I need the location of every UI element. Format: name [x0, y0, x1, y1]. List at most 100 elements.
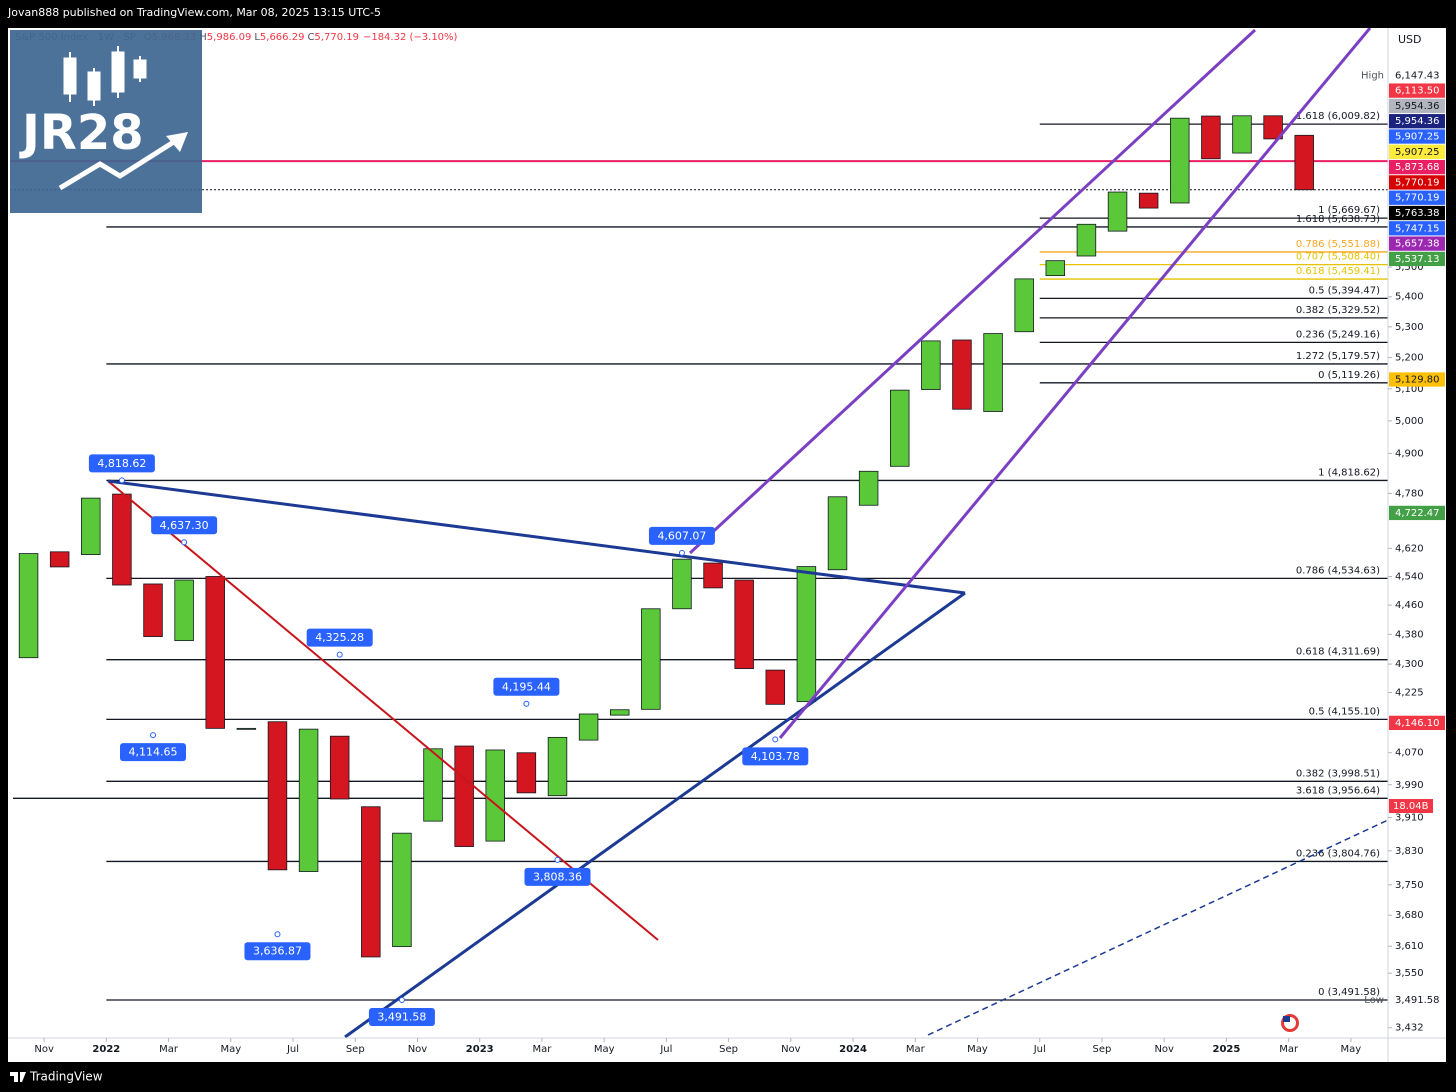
- channel-line: [688, 28, 1257, 555]
- x-tick-label: May: [594, 1044, 615, 1055]
- x-tick-label: Jul: [286, 1044, 299, 1055]
- candle-body: [890, 389, 910, 467]
- price-badge-label: 5,763.38: [1395, 208, 1440, 219]
- currency: USD: [1398, 33, 1422, 46]
- price-badge: [1389, 190, 1445, 205]
- candle-body: [1263, 115, 1283, 140]
- candle-body: [734, 579, 754, 669]
- y-tick-label: 3,432: [1395, 1023, 1424, 1034]
- fib-label: 0.382 (3,998.51): [1296, 768, 1380, 779]
- x-tick-label: Sep: [346, 1044, 365, 1055]
- price-labels: High 6,147.43 6,113.50 5,954.36 5,954.36 5,90…: [1361, 70, 1445, 1006]
- price-badge-label: 5,907.25: [1395, 147, 1440, 158]
- extreme-value: 6,147.43: [1395, 70, 1440, 81]
- extreme-label: Low: [1364, 995, 1384, 1006]
- candle-body: [1170, 117, 1190, 204]
- axes: USD 5,500 5,400 5,300 5,200 5,100 5,000 4,900 4…: [8, 28, 1446, 1062]
- y-tick-label: 3,610: [1395, 941, 1424, 952]
- fib-label: 0.236 (3,804.76): [1296, 848, 1380, 859]
- y-tick-label: 3,680: [1395, 910, 1424, 921]
- price-badge: [1389, 114, 1445, 129]
- annotation-box: [120, 743, 187, 762]
- price-badge-label: 5,954.36: [1395, 101, 1440, 112]
- candle-body: [392, 832, 412, 948]
- annotation-box: [648, 526, 715, 545]
- annotation-point: [274, 931, 281, 938]
- candle-body: [143, 583, 163, 637]
- candle-body: [578, 713, 599, 741]
- candle-body: [298, 728, 319, 872]
- extreme-value: 3,491.58: [1395, 995, 1440, 1006]
- candle-body: [205, 576, 225, 729]
- candle-body: [1014, 278, 1034, 333]
- volume-badge: [1389, 799, 1433, 813]
- price-badge-label: 5,954.36: [1395, 116, 1440, 127]
- publisher-line: Jovan888 published on TradingView.com, M…: [7, 6, 381, 19]
- fib-label: 0.5 (5,394.47): [1309, 285, 1381, 296]
- candle-body: [921, 340, 941, 390]
- x-tick-label: May: [1341, 1044, 1362, 1055]
- price-badge-label: 5,537.13: [1395, 254, 1440, 265]
- candle-body: [236, 727, 257, 730]
- price-badge-label: 4,146.10: [1395, 718, 1440, 729]
- dashed-line: [927, 819, 1388, 1036]
- x-tick-label: 2022: [92, 1044, 120, 1055]
- price-badge-label: 5,657.38: [1395, 239, 1440, 250]
- annotation-box: [244, 942, 311, 961]
- fib-label: 0.786 (4,534.63): [1296, 565, 1380, 576]
- x-tick-label: 2024: [839, 1044, 867, 1055]
- x-tick-label: Mar: [159, 1044, 179, 1055]
- price-badge: [1389, 175, 1445, 190]
- candle-body: [952, 339, 972, 410]
- ohlc-key: C: [307, 32, 314, 43]
- annotation-label: 3,808.36: [533, 870, 582, 883]
- y-tick-label: 4,900: [1395, 448, 1424, 459]
- annotation-point: [772, 736, 779, 743]
- fib-label: 1.618 (5,638.73): [1296, 214, 1380, 225]
- annotation-label: 4,818.62: [97, 457, 146, 470]
- fib-label: 0.382 (5,329.52): [1296, 305, 1380, 316]
- x-tick-label: Nov: [781, 1044, 801, 1055]
- annotation-point: [554, 856, 561, 863]
- fib-label: 0 (5,119.26): [1318, 370, 1380, 381]
- ohlc-value: 5,666.29: [260, 32, 305, 43]
- ohlc-key: H: [199, 32, 207, 43]
- candle-body: [174, 579, 194, 642]
- candle-body: [112, 493, 132, 586]
- y-tick-label: 3,990: [1395, 780, 1424, 791]
- trendline: [344, 591, 966, 1038]
- drawings: [107, 28, 1388, 1038]
- annotation-box: [368, 1007, 435, 1026]
- logo-text: JR28: [19, 105, 144, 161]
- y-tick-label: 3,750: [1395, 880, 1424, 891]
- price-badge: [1389, 83, 1445, 98]
- price-badge-label: 5,770.19: [1395, 177, 1440, 188]
- flag-icon: [1281, 1014, 1299, 1032]
- candle-body: [1107, 191, 1128, 232]
- annotation-point: [181, 539, 188, 546]
- annotation-point: [336, 651, 343, 658]
- price-badge: [1389, 372, 1445, 387]
- candle-body: [765, 669, 786, 705]
- candle-body: [267, 721, 288, 871]
- y-tick-label: 5,400: [1395, 292, 1424, 303]
- candle-body: [423, 748, 443, 822]
- fib-label: 0.5 (4,155.10): [1309, 706, 1381, 717]
- fib-label: 1.618 (6,009.82): [1296, 111, 1380, 122]
- trendline: [107, 480, 659, 941]
- footer: TradingView: [10, 1070, 103, 1084]
- x-tick-label: 2025: [1213, 1044, 1241, 1055]
- y-tick-label: 4,225: [1395, 687, 1424, 698]
- candle-body: [672, 558, 692, 610]
- candle-body: [18, 553, 39, 659]
- candle-body: [361, 806, 381, 958]
- y-tick-label: 3,830: [1395, 846, 1424, 857]
- fib-label: 0 (3,491.58): [1318, 987, 1380, 998]
- annotation-point: [150, 732, 157, 739]
- candle-body: [547, 736, 568, 797]
- fib-label: 1.272 (5,179.57): [1296, 351, 1380, 362]
- y-tick-label: 3,550: [1395, 968, 1424, 979]
- x-tick-label: Sep: [719, 1044, 738, 1055]
- y-tick-label: 4,460: [1395, 600, 1424, 611]
